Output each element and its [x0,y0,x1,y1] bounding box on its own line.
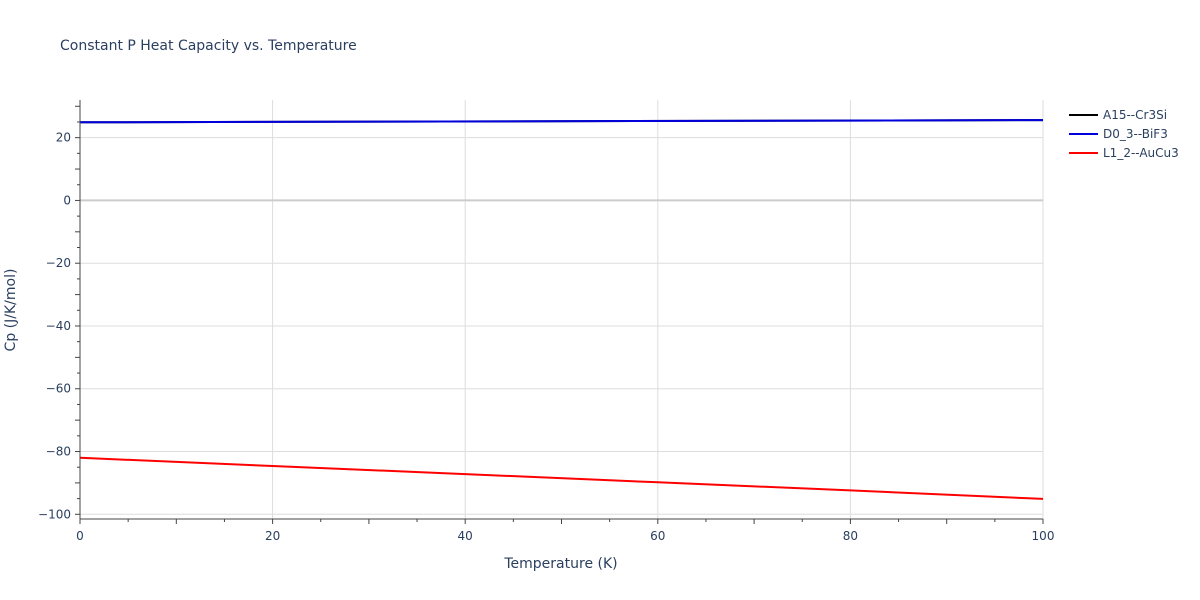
series-lines [79,119,1044,500]
x-tick-label: 20 [265,529,280,543]
y-axis-label: Cp (J/K/mol) [3,269,19,352]
y-tick-label: −60 [46,382,71,396]
x-tick-label: 40 [458,529,473,543]
legend-label: L1_2--AuCu3 [1103,146,1179,160]
x-tick-label: 60 [650,529,665,543]
legend-item[interactable]: A15--Cr3Si [1069,108,1167,122]
x-tick-label: 100 [1032,529,1055,543]
legend-label: D0_3--BiF3 [1103,127,1168,141]
x-axis-label: Temperature (K) [503,556,617,572]
grid [80,100,1044,519]
series-line-1 [79,119,1044,124]
y-tick-label: −80 [46,445,71,459]
y-tick-label: 0 [63,193,71,207]
series-line-2 [79,456,1044,500]
legend-item[interactable]: D0_3--BiF3 [1069,127,1168,141]
y-tick-label: −40 [46,319,71,333]
x-tick-label: 0 [76,529,84,543]
y-tick-label: −20 [46,256,71,270]
x-tick-label: 80 [843,529,858,543]
legend-label: A15--Cr3Si [1103,108,1167,122]
y-tick-label: 20 [56,131,71,145]
legend[interactable]: A15--Cr3Si D0_3--BiF3 L1_2--AuCu3 [1069,108,1179,160]
chart-title: Constant P Heat Capacity vs. Temperature [60,38,357,54]
axes [75,100,1044,524]
y-tick-label: −100 [38,507,71,521]
y-tick-labels: 20 0 −20 −40 −60 −80 −100 [38,131,71,522]
x-tick-labels: 0 20 40 60 80 100 [76,529,1054,543]
legend-item[interactable]: L1_2--AuCu3 [1069,146,1179,160]
